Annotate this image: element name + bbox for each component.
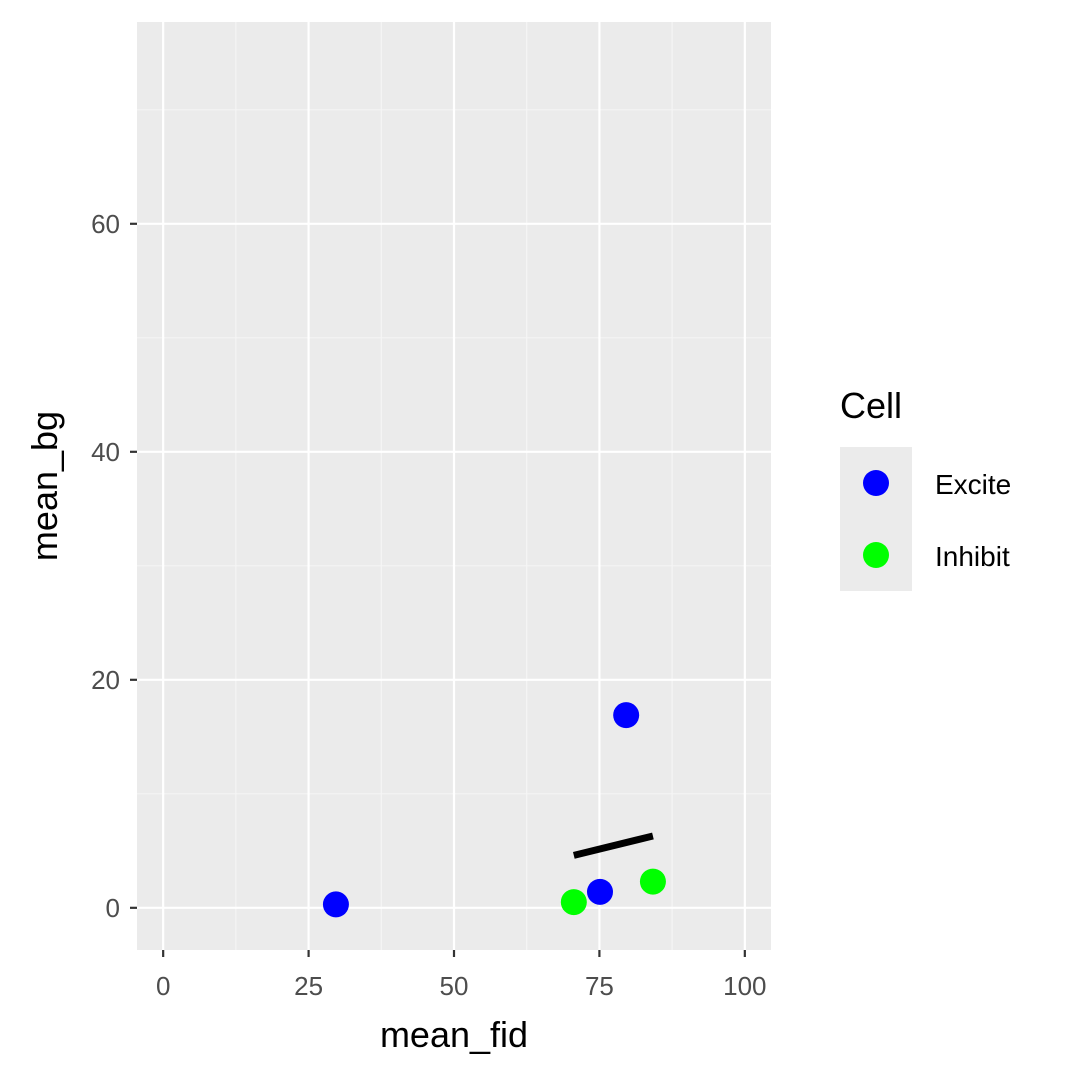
legend: Cell Excite Inhibit [840,385,1011,591]
x-tick-label: 0 [156,971,170,1001]
x-tick-label: 100 [723,971,766,1001]
legend-label-inhibit: Inhibit [935,541,1010,572]
x-tick-label: 75 [585,971,614,1001]
y-tick-label: 60 [91,209,120,239]
x-axis-title: mean_fid [380,1014,528,1055]
y-tick-label: 40 [91,437,120,467]
legend-label-excite: Excite [935,469,1011,500]
y-tick-label: 0 [106,893,120,923]
reference-segment [572,832,654,859]
y-axis-title: mean_bg [24,411,65,561]
legend-key-excite [863,470,889,496]
x-tick-label: 25 [294,971,323,1001]
gridlines [137,22,771,950]
data-marks [322,702,666,918]
point-inhibit [639,868,666,895]
point-inhibit [560,889,587,916]
point-excite [322,891,349,918]
legend-key-inhibit [863,542,889,568]
x-tick-label: 50 [440,971,469,1001]
y-tick-label: 20 [91,665,120,695]
point-excite [613,702,640,729]
legend-title: Cell [840,385,902,426]
legend-key-background [840,447,912,591]
point-excite [586,878,613,905]
axes: 0 25 50 75 100 0 20 40 60 [91,209,766,1001]
